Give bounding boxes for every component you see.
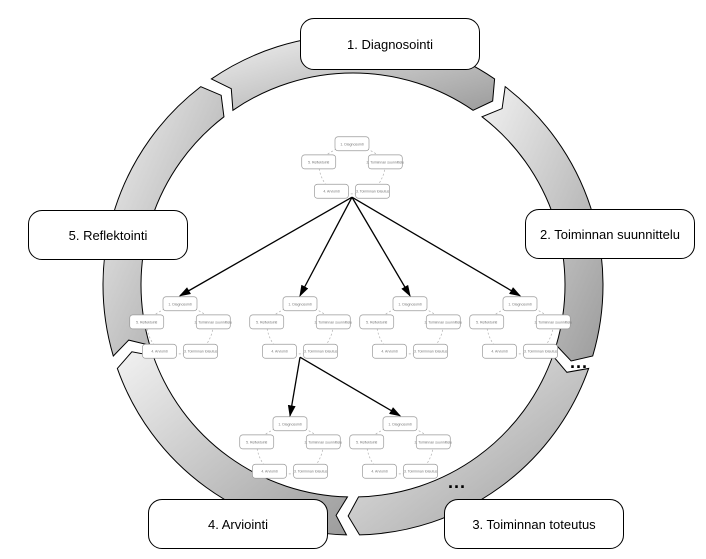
mini-box-label: 5. Reflektointi: [136, 320, 157, 324]
mini-box-label: 5. Reflektointi: [246, 440, 267, 444]
mini-cycle: 1. Diagnosointi 2. Toiminnan suunnittelu 3…: [360, 297, 462, 358]
mini-cycle: 1. Diagnosointi 2. Toiminnan suunnittelu 3…: [130, 297, 232, 358]
mini-cycle: 1. Diagnosointi 2. Toiminnan suunnittelu 3…: [302, 137, 404, 198]
mini-box-label: 4. Arviointi: [371, 470, 387, 474]
mini-cycles-group: 1. Diagnosointi 2. Toiminnan suunnittelu 3…: [130, 137, 572, 478]
phase-box-3: 3. Toiminnan toteutus: [444, 499, 624, 549]
mini-cycle: 1. Diagnosointi 2. Toiminnan suunnittelu 3…: [470, 297, 572, 358]
ellipsis-1: ...: [570, 352, 588, 373]
mini-box-label: 5. Reflektointi: [256, 320, 277, 324]
mini-box-label: 4. Arviointi: [261, 470, 277, 474]
mini-box-label: 5. Reflektointi: [366, 320, 387, 324]
diagram-svg: 1. Diagnosointi 2. Toiminnan suunnittelu 3…: [0, 0, 706, 559]
mini-box-label: 1. Diagnosointi: [278, 422, 301, 426]
mini-box-label: 3. Toiminnan toteutus: [294, 470, 327, 474]
mini-box-label: 4. Arviointi: [491, 350, 507, 354]
tree-arrow: [352, 197, 410, 296]
mini-box-label: 3. Toiminnan toteutus: [524, 350, 557, 354]
mini-box-label: 1. Diagnosointi: [398, 302, 421, 306]
tree-arrows: [180, 197, 520, 416]
mini-box-label: 3. Toiminnan toteutus: [304, 350, 337, 354]
mini-box-label: 2. Toiminnan suunnittelu: [534, 320, 572, 324]
mini-box-label: 3. Toiminnan toteutus: [414, 350, 447, 354]
mini-box-label: 2. Toiminnan suunnittelu: [366, 160, 404, 164]
mini-cycle: 1. Diagnosointi 2. Toiminnan suunnittelu 3…: [240, 417, 342, 478]
tree-arrow: [290, 357, 300, 416]
mini-box-label: 4. Arviointi: [323, 190, 339, 194]
mini-box-label: 3. Toiminnan toteutus: [184, 350, 217, 354]
mini-box-label: 4. Arviointi: [271, 350, 287, 354]
mini-box-label: 1. Diagnosointi: [340, 142, 363, 146]
tree-arrow: [300, 357, 400, 416]
mini-box-label: 2. Toiminnan suunnittelu: [304, 440, 342, 444]
mini-box-label: 3. Toiminnan toteutus: [404, 470, 437, 474]
mini-box-label: 5. Reflektointi: [476, 320, 497, 324]
phase-box-1: 1. Diagnosointi: [300, 18, 480, 70]
mini-box-label: 1. Diagnosointi: [388, 422, 411, 426]
ellipsis-2: ...: [448, 472, 466, 493]
mini-box-label: 4. Arviointi: [151, 350, 167, 354]
mini-box-label: 2. Toiminnan suunnittelu: [424, 320, 462, 324]
phase-box-5: 5. Reflektointi: [28, 210, 188, 260]
mini-box-label: 2. Toiminnan suunnittelu: [414, 440, 452, 444]
diagram-stage: 1. Diagnosointi 2. Toiminnan suunnittelu 3…: [0, 0, 706, 559]
phase-box-4: 4. Arviointi: [148, 499, 328, 549]
mini-box-label: 1. Diagnosointi: [168, 302, 191, 306]
mini-box-label: 5. Reflektointi: [308, 160, 329, 164]
mini-box-label: 2. Toiminnan suunnittelu: [314, 320, 352, 324]
mini-box-label: 3. Toiminnan toteutus: [356, 190, 389, 194]
tree-arrow: [352, 197, 520, 296]
mini-box-label: 5. Reflektointi: [356, 440, 377, 444]
mini-box-label: 1. Diagnosointi: [288, 302, 311, 306]
mini-box-label: 2. Toiminnan suunnittelu: [194, 320, 232, 324]
mini-cycle: 1. Diagnosointi 2. Toiminnan suunnittelu 3…: [250, 297, 352, 358]
cycle-ring: [103, 35, 603, 535]
mini-box-label: 1. Diagnosointi: [508, 302, 531, 306]
phase-box-2: 2. Toiminnan suunnittelu: [525, 209, 695, 259]
mini-cycle: 1. Diagnosointi 2. Toiminnan suunnittelu 3…: [350, 417, 452, 478]
mini-box-label: 4. Arviointi: [381, 350, 397, 354]
